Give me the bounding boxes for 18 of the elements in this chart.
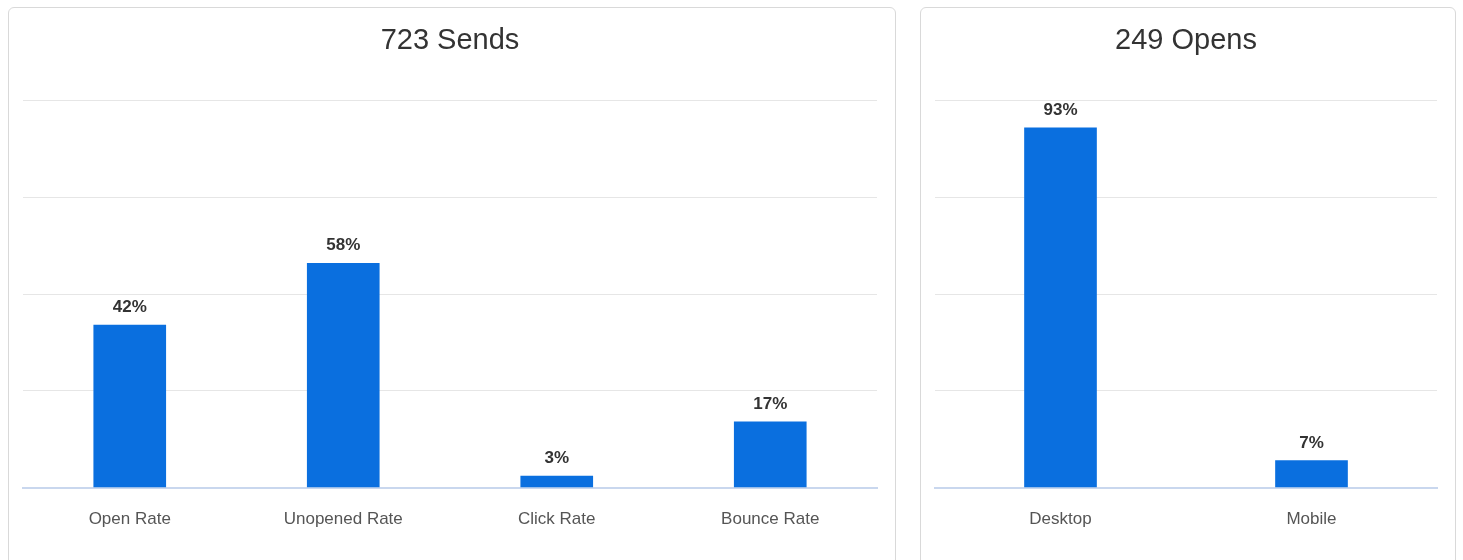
data-label: 42% [112,297,147,317]
bar [93,324,167,488]
x-tick-label: Click Rate [518,509,596,529]
bar [306,262,380,488]
x-tick-label: Open Rate [88,509,171,529]
chart-title: 723 Sends [380,23,520,56]
chart-title: 249 Opens [1115,23,1257,56]
x-tick-label: Desktop [1029,509,1092,529]
x-tick-label: Mobile [1286,509,1337,529]
x-tick-label: Unopened Rate [283,509,403,529]
bar [733,421,807,488]
x-tick-label: Bounce Rate [721,509,820,529]
data-label: 7% [1299,432,1324,452]
data-label: 17% [753,394,788,414]
bar [520,475,594,488]
data-label: 3% [544,448,570,468]
data-label: 58% [326,235,361,255]
data-label: 93% [1043,100,1078,120]
